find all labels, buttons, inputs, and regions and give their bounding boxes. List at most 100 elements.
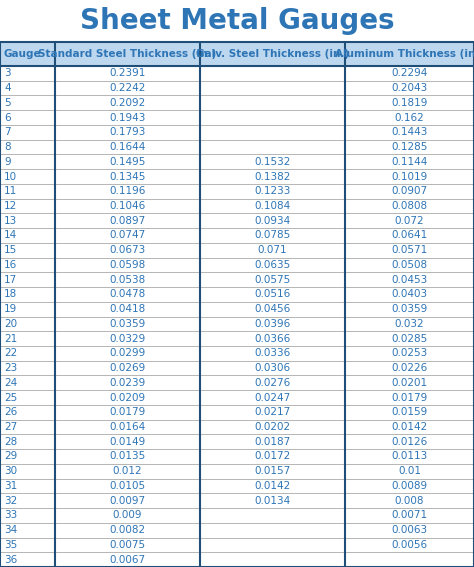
Text: 20: 20: [4, 319, 17, 329]
Bar: [0, 228, 474, 243]
Text: 0.1345: 0.1345: [109, 171, 146, 181]
Text: 0.0635: 0.0635: [255, 260, 291, 270]
Bar: [0, 42, 474, 66]
Bar: [0, 66, 474, 81]
Text: 0.0359: 0.0359: [109, 319, 146, 329]
Text: Gauge: Gauge: [4, 49, 42, 59]
Bar: [0, 257, 474, 272]
Text: Galv. Steel Thickness (in.): Galv. Steel Thickness (in.): [196, 49, 349, 59]
Text: 0.0673: 0.0673: [109, 245, 146, 255]
Text: 0.0285: 0.0285: [392, 333, 428, 344]
Text: 0.0508: 0.0508: [392, 260, 428, 270]
Text: 9: 9: [4, 157, 10, 167]
Text: 0.0747: 0.0747: [109, 230, 146, 240]
Text: 0.0396: 0.0396: [255, 319, 291, 329]
Bar: [0, 375, 474, 390]
Bar: [0, 361, 474, 375]
Text: 0.1443: 0.1443: [392, 128, 428, 137]
Text: 0.032: 0.032: [395, 319, 424, 329]
Text: 0.0366: 0.0366: [255, 333, 291, 344]
Text: 0.2043: 0.2043: [392, 83, 428, 93]
Text: 0.0187: 0.0187: [255, 437, 291, 447]
Text: 18: 18: [4, 289, 17, 299]
Text: 0.0063: 0.0063: [392, 525, 428, 535]
Text: 0.2242: 0.2242: [109, 83, 146, 93]
Text: 4: 4: [4, 83, 10, 93]
Text: 0.008: 0.008: [395, 496, 424, 506]
Text: 0.1943: 0.1943: [109, 113, 146, 122]
Text: 29: 29: [4, 451, 17, 462]
Text: 0.0202: 0.0202: [255, 422, 291, 432]
Text: 5: 5: [4, 98, 10, 108]
Text: 0.0135: 0.0135: [109, 451, 146, 462]
Text: 24: 24: [4, 378, 17, 388]
Text: 0.0056: 0.0056: [392, 540, 428, 550]
Bar: [0, 110, 474, 125]
Text: 0.1144: 0.1144: [392, 157, 428, 167]
Text: 3: 3: [4, 69, 10, 78]
Text: 0.1233: 0.1233: [255, 186, 291, 196]
Text: 7: 7: [4, 128, 10, 137]
Bar: [0, 287, 474, 302]
Text: 0.0201: 0.0201: [392, 378, 428, 388]
Bar: [0, 493, 474, 508]
Bar: [0, 81, 474, 95]
Text: 0.162: 0.162: [395, 113, 424, 122]
Text: 0.0808: 0.0808: [392, 201, 428, 211]
Bar: [0, 125, 474, 139]
Bar: [0, 139, 474, 154]
Text: 0.0934: 0.0934: [255, 215, 291, 226]
Text: 0.0516: 0.0516: [255, 289, 291, 299]
Bar: [0, 479, 474, 493]
Text: 0.01: 0.01: [398, 466, 421, 476]
Text: 0.0179: 0.0179: [109, 407, 146, 417]
Text: 0.0418: 0.0418: [109, 304, 146, 314]
Text: 0.0179: 0.0179: [392, 392, 428, 403]
Text: 0.0336: 0.0336: [255, 348, 291, 358]
Bar: [0, 302, 474, 316]
Text: 0.0075: 0.0075: [109, 540, 146, 550]
Text: 0.0113: 0.0113: [392, 451, 428, 462]
Text: 0.0478: 0.0478: [109, 289, 146, 299]
Bar: [0, 464, 474, 479]
Text: 36: 36: [4, 555, 17, 565]
Text: 0.072: 0.072: [395, 215, 424, 226]
Text: 12: 12: [4, 201, 17, 211]
Bar: [0, 434, 474, 449]
Text: 0.0359: 0.0359: [392, 304, 428, 314]
Text: 0.0571: 0.0571: [392, 245, 428, 255]
Text: 0.0897: 0.0897: [109, 215, 146, 226]
Text: 0.0575: 0.0575: [255, 274, 291, 285]
Text: 22: 22: [4, 348, 17, 358]
Text: 0.0641: 0.0641: [392, 230, 428, 240]
Text: 0.0269: 0.0269: [109, 363, 146, 373]
Text: 0.1382: 0.1382: [255, 171, 291, 181]
Bar: [0, 346, 474, 361]
Bar: [0, 390, 474, 405]
Text: 0.0159: 0.0159: [392, 407, 428, 417]
Bar: [0, 420, 474, 434]
Text: 0.1285: 0.1285: [392, 142, 428, 152]
Text: 0.1532: 0.1532: [255, 157, 291, 167]
Text: 0.0403: 0.0403: [392, 289, 428, 299]
Text: 0.071: 0.071: [258, 245, 287, 255]
Text: 0.0456: 0.0456: [255, 304, 291, 314]
Text: 0.0538: 0.0538: [109, 274, 146, 285]
Text: 0.0089: 0.0089: [392, 481, 428, 491]
Text: 34: 34: [4, 525, 17, 535]
Text: 0.0453: 0.0453: [392, 274, 428, 285]
Bar: [0, 552, 474, 567]
Text: 0.0126: 0.0126: [392, 437, 428, 447]
Bar: [0, 169, 474, 184]
Text: 0.009: 0.009: [113, 510, 142, 521]
Text: 25: 25: [4, 392, 17, 403]
Text: 0.0097: 0.0097: [109, 496, 146, 506]
Text: 0.2391: 0.2391: [109, 69, 146, 78]
Text: Standard Steel Thickness (in.): Standard Steel Thickness (in.): [38, 49, 217, 59]
Text: 10: 10: [4, 171, 17, 181]
Bar: [0, 198, 474, 213]
Text: 0.0149: 0.0149: [109, 437, 146, 447]
Text: 0.0142: 0.0142: [255, 481, 291, 491]
Text: 33: 33: [4, 510, 17, 521]
Text: 0.2092: 0.2092: [109, 98, 146, 108]
